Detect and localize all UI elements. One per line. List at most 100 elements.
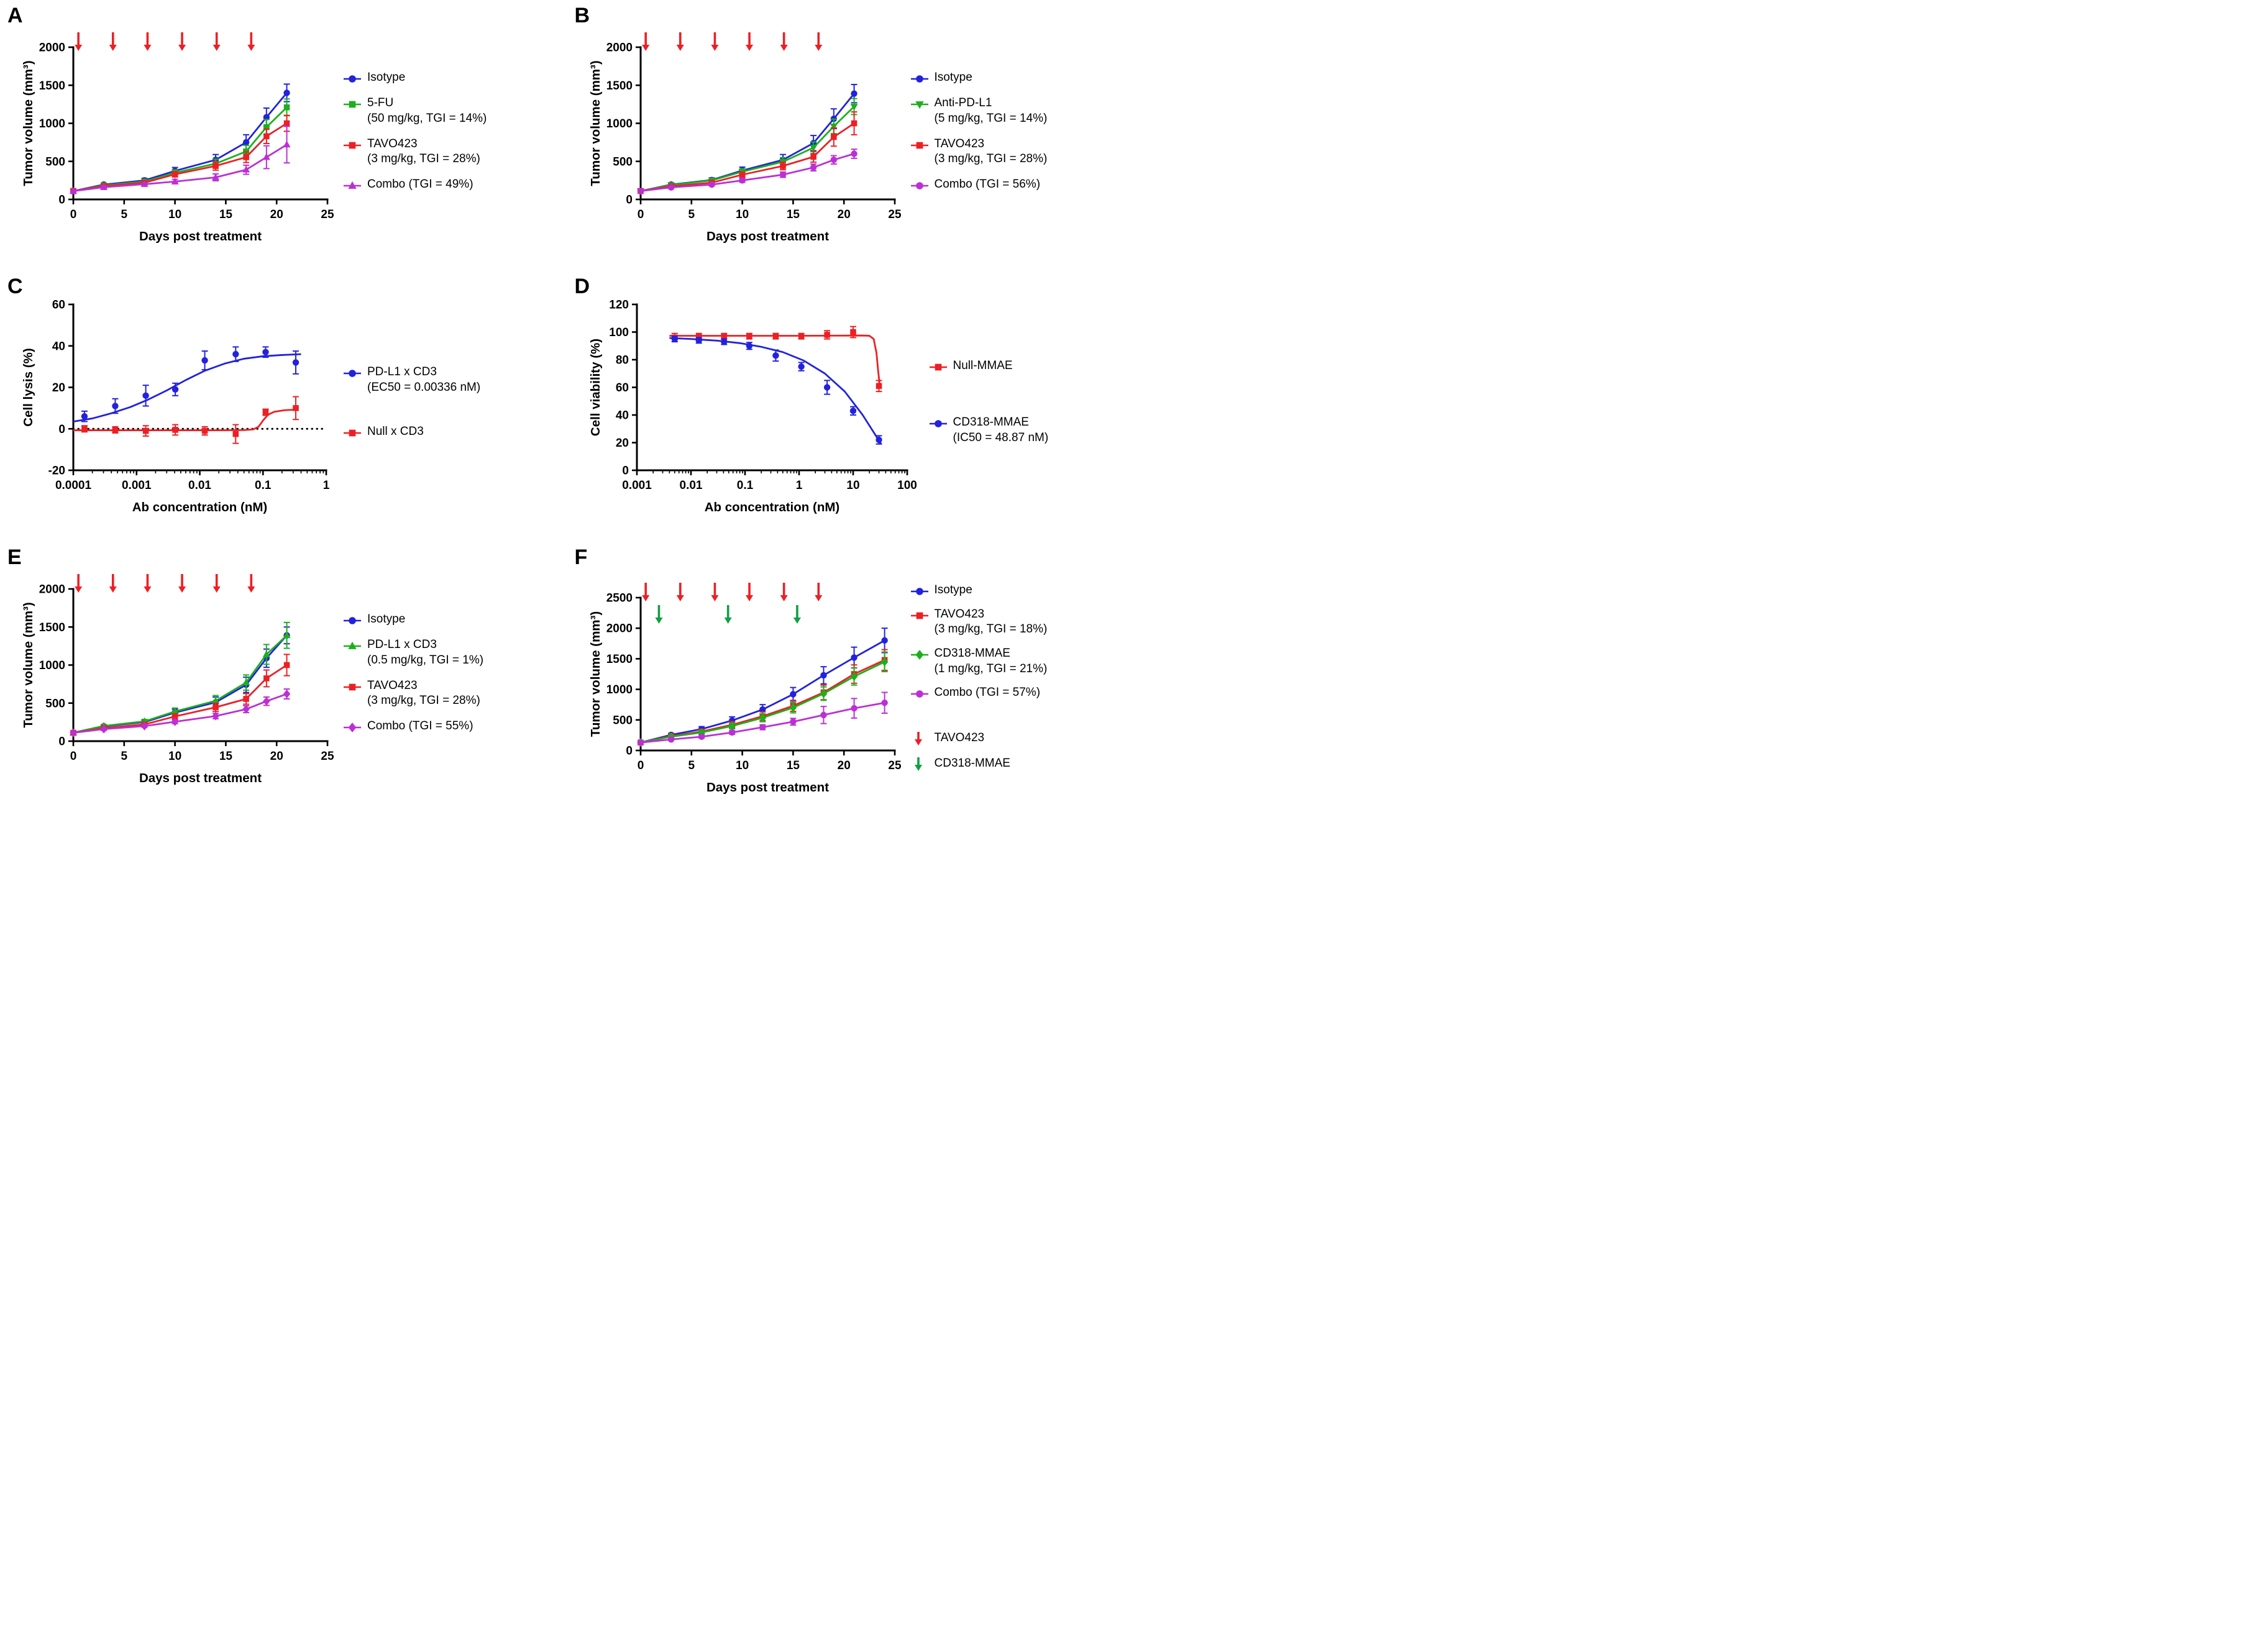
dose-arrow-head xyxy=(724,618,732,624)
y-tick-label: 0 xyxy=(626,194,633,207)
marker-square xyxy=(263,124,270,130)
marker-circle xyxy=(875,436,882,444)
marker-square xyxy=(243,696,249,702)
panel-letter-F: F xyxy=(574,545,588,569)
legend-item-combo: Combo (TGI = 57%) xyxy=(910,685,1048,701)
dose-arrow-head xyxy=(710,45,718,51)
y-tick-label: 60 xyxy=(52,299,65,312)
series-isotype xyxy=(70,626,290,736)
panel-body-C: 0.0001 0.001 0.01 0.1 1 -20 0 20 40 60 Ab concentr… xyxy=(9,278,567,519)
dose-arrow-head xyxy=(710,595,718,601)
x-tick-label: 10 xyxy=(736,208,749,221)
dose-arrow-head xyxy=(247,45,255,51)
x-tick-label: 1 xyxy=(795,479,802,492)
series-line xyxy=(73,634,288,734)
axes: 0 5 10 15 20 25 0 500 1000 1500 2000 xyxy=(39,42,334,222)
marker-circle xyxy=(738,177,746,184)
marker-circle xyxy=(292,359,300,366)
legend-F: Isotype TAVO423 (3 mg/kg, TGI = 18%) CD318-… xyxy=(910,583,1048,773)
legend-marker-icon xyxy=(344,641,361,650)
dose-arrow-head xyxy=(780,45,788,51)
marker-square xyxy=(263,675,270,682)
x-tick-label: 0 xyxy=(637,208,644,221)
legend-marker-icon xyxy=(344,370,361,378)
chart-A: 0 5 10 15 20 25 0 500 1000 1500 2000 Days post trea… xyxy=(21,32,334,244)
legend-label: TAVO423 (3 mg/kg, TGI = 28%) xyxy=(367,137,480,166)
legend-A: Isotype 5-FU (50 mg/kg, TGI = 14%) TAVO423(… xyxy=(342,70,487,193)
axes: 0 5 10 15 20 25 0 500 1000 1500 2000 xyxy=(39,583,334,764)
marker-circle xyxy=(263,114,270,121)
legend-label: Combo (TGI = 49%) xyxy=(367,177,473,191)
x-axis-title: Ab concentration (nM) xyxy=(704,500,839,514)
marker-circle xyxy=(349,75,356,83)
dose-arrow-head xyxy=(144,45,152,51)
marker-triangle-up xyxy=(242,165,250,173)
y-axis-title: Tumor volume (mm³) xyxy=(588,60,603,186)
x-tick-label: 0.01 xyxy=(679,479,702,492)
panel-F: F 0 5 10 15 20 25 0 500 1000 1500 2000 2500 Days pos… xyxy=(567,544,1135,815)
marker-triangle-up xyxy=(212,696,220,704)
x-tick-label: 5 xyxy=(121,750,128,763)
legend-marker-icon xyxy=(910,182,928,189)
marker-square xyxy=(283,104,290,111)
legend-marker-icon xyxy=(910,142,928,148)
y-tick-label: 1500 xyxy=(39,80,65,93)
figure: A 0 5 10 15 20 25 0 500 1000 1500 2000 Days post tr… xyxy=(0,0,1134,819)
dose-arrow-head xyxy=(213,45,221,51)
marker-diamond xyxy=(348,723,357,732)
dose-arrow-head xyxy=(109,45,117,51)
marker-triangle-up xyxy=(171,177,179,185)
dose-arrow-head xyxy=(109,586,117,593)
y-tick-label: 20 xyxy=(615,437,628,450)
chart-F: 0 5 10 15 20 25 0 500 1000 1500 2000 2500 Days post … xyxy=(588,583,901,795)
fit-curve xyxy=(669,334,880,385)
marker-triangle-up xyxy=(262,650,270,657)
marker-circle xyxy=(850,654,857,661)
dose-arrow-head xyxy=(745,595,753,601)
marker-circle xyxy=(850,705,857,712)
x-tick-label: 15 xyxy=(219,750,233,763)
marker-square xyxy=(876,383,882,390)
chart-B: 0 5 10 15 20 25 0 500 1000 1500 2000 Days post trea… xyxy=(588,32,901,244)
y-tick-label: 500 xyxy=(45,155,65,168)
series-combo xyxy=(637,148,857,194)
axes: 0 5 10 15 20 25 0 500 1000 1500 2000 2500 xyxy=(606,592,901,773)
dose-arrow-head xyxy=(914,739,922,746)
marker-circle xyxy=(667,736,674,743)
marker-diamond xyxy=(100,724,107,734)
x-tick-label: 20 xyxy=(270,208,283,221)
chart-C: 0.0001 0.001 0.01 0.1 1 -20 0 20 40 60 Ab concentr… xyxy=(21,299,330,515)
marker-diamond xyxy=(820,689,827,698)
legend-item-5-fu: 5-FU (50 mg/kg, TGI = 14%) xyxy=(342,96,487,126)
axes: 0.0001 0.001 0.01 0.1 1 -20 0 20 40 60 xyxy=(48,299,330,493)
marker-diamond xyxy=(242,705,250,714)
marker-diamond xyxy=(70,728,77,737)
legend-marker-icon xyxy=(910,690,928,698)
y-tick-label: 2000 xyxy=(606,622,632,636)
marker-square xyxy=(935,363,941,371)
legend-marker-icon xyxy=(910,75,928,83)
legend-label: TAVO423 (3 mg/kg, TGI = 18%) xyxy=(934,607,1048,636)
legend-marker-icon xyxy=(910,101,928,109)
y-tick-label: 500 xyxy=(613,155,633,168)
series-combo xyxy=(637,691,888,746)
dose-arrow-head xyxy=(914,765,922,772)
axes: 0 5 10 15 20 25 0 500 1000 1500 2000 xyxy=(606,42,901,222)
marker-triangle-down xyxy=(830,123,838,130)
panel-E: E 0 5 10 15 20 25 0 500 1000 1500 2000 Days post tr… xyxy=(0,544,567,815)
dose-arrow-head xyxy=(178,45,186,51)
marker-triangle-up xyxy=(242,678,250,686)
fit-curve xyxy=(73,408,298,431)
series-line xyxy=(73,634,288,734)
y-axis-title: Tumor volume (mm³) xyxy=(21,602,35,727)
x-tick-label: 20 xyxy=(270,750,283,763)
marker-circle xyxy=(349,617,356,624)
marker-circle xyxy=(112,403,119,409)
down-arrow-icon xyxy=(914,757,922,772)
marker-diamond xyxy=(728,721,736,731)
legend-label: CD318-MMAE (IC50 = 48.87 nM) xyxy=(953,416,1049,444)
legend-item-tavo423: TAVO423 (3 mg/kg, TGI = 28%) xyxy=(910,137,1047,167)
series-cd318-mmae xyxy=(669,335,882,445)
panel-body-A: 0 5 10 15 20 25 0 500 1000 1500 2000 Days post trea… xyxy=(9,7,567,248)
marker-triangle-up xyxy=(262,153,270,160)
